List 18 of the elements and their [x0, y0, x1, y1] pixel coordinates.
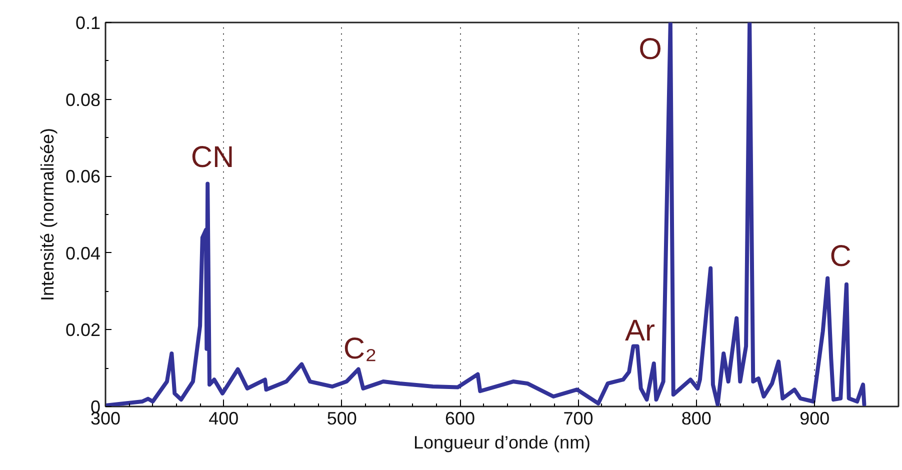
- x-tick-label: 400: [208, 408, 239, 428]
- annotation: O: [638, 32, 662, 66]
- annotation: C₂: [343, 332, 377, 366]
- y-tick-label: 0.02: [65, 320, 101, 340]
- x-tick-label: 800: [681, 408, 712, 428]
- y-tick-label: 0.06: [65, 166, 101, 187]
- x-tick-label: 600: [445, 408, 476, 428]
- y-tick-label: 0.04: [65, 243, 101, 264]
- y-axis-title: Intensité (normalisée): [37, 128, 58, 302]
- x-axis-title: Longueur d’onde (nm): [413, 432, 591, 452]
- annotation: Ar: [624, 314, 655, 348]
- y-tick-label: 0.1: [75, 13, 101, 33]
- annotation: CN: [190, 141, 234, 174]
- y-tick-label: 0.08: [65, 90, 101, 110]
- x-tick-label: 500: [326, 408, 357, 428]
- annotation: C: [830, 240, 852, 274]
- x-tick-label: 700: [563, 408, 594, 428]
- x-tick-label: 900: [800, 408, 830, 428]
